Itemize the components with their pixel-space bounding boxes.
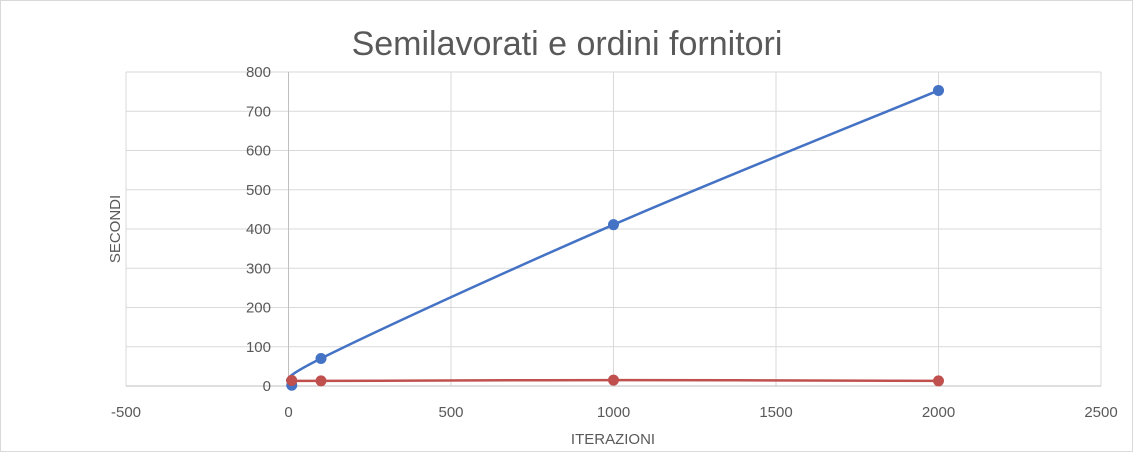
x-axis-label: ITERAZIONI: [571, 431, 655, 448]
y-tick-label: 0: [263, 378, 271, 395]
x-tick-label: 0: [284, 404, 292, 421]
y-tick-label: 700: [246, 103, 271, 120]
y-tick-label: 600: [246, 143, 271, 160]
x-tick-label: 2500: [1084, 404, 1117, 421]
y-tick-label: 100: [246, 339, 271, 356]
data-point: [608, 219, 619, 231]
x-tick-label: 1500: [759, 404, 792, 421]
data-point: [933, 375, 944, 387]
x-tick-label: 2000: [922, 404, 955, 421]
data-point: [315, 375, 327, 387]
series-layer: [285, 84, 944, 391]
y-tick-label: 500: [246, 182, 271, 199]
series-1: [286, 84, 944, 391]
series-line: [286, 89, 939, 387]
data-point: [933, 84, 944, 96]
chart-title: Semilavorati e ordini fornitori: [352, 25, 783, 63]
data-point: [608, 374, 619, 386]
series-2: [285, 374, 944, 387]
y-tick-labels: 0 100 200 300 400 500 600 700 800: [246, 64, 271, 395]
y-tick-label: 200: [246, 300, 271, 317]
data-point: [286, 375, 298, 387]
x-tick-label: 1000: [597, 404, 630, 421]
x-tick-label: 500: [438, 404, 463, 421]
y-axis-label: SECONDI: [107, 195, 124, 263]
y-tick-label: 400: [246, 221, 271, 238]
x-tick-labels: -500 0 500 1000 1500 2000 2500: [111, 404, 1118, 421]
x-tick-label: -500: [111, 404, 141, 421]
y-tick-label: 800: [246, 64, 271, 81]
data-point: [315, 353, 327, 365]
y-tick-label: 300: [246, 260, 271, 277]
